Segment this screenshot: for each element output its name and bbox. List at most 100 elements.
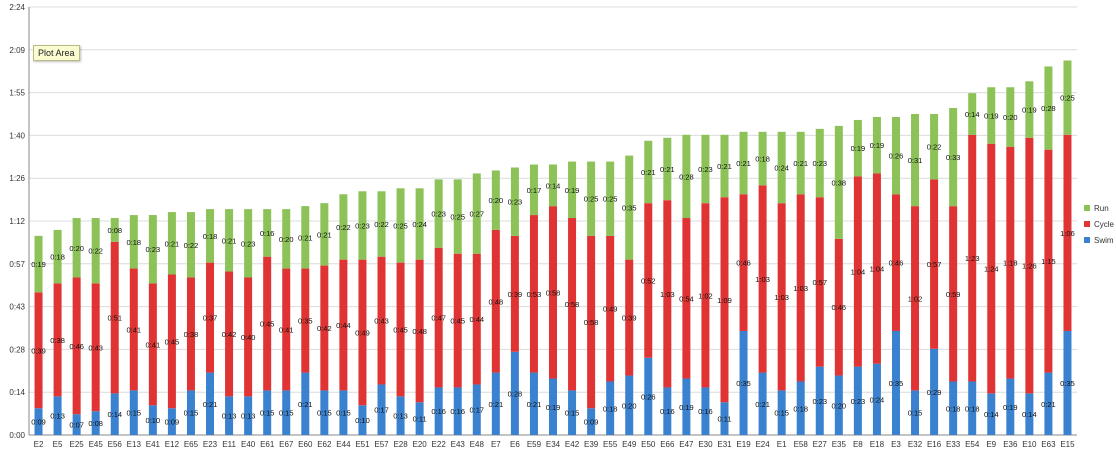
bar-swim: [34, 408, 43, 435]
bar-run: [453, 179, 462, 254]
bar-swim: [148, 405, 157, 435]
data-label: 0:21: [165, 239, 180, 248]
bar-cycle: [891, 194, 900, 331]
data-label: 1:06: [1060, 229, 1075, 238]
data-label: 1:03: [660, 290, 675, 299]
y-tick-label: 0:57: [9, 260, 25, 269]
bar-cycle: [758, 185, 767, 373]
x-tick-label: E7: [491, 440, 501, 449]
bar-run: [415, 188, 424, 260]
x-tick-label: E60: [298, 440, 313, 449]
x-tick-label: E11: [222, 440, 236, 449]
bar-run: [358, 191, 367, 260]
data-label: 0:57: [812, 278, 827, 287]
data-label: 0:24: [412, 220, 427, 229]
bar-cycle: [796, 194, 805, 382]
bar-cycle: [453, 253, 462, 388]
bar-swim: [129, 390, 138, 435]
data-label: 0:17: [374, 406, 389, 415]
data-label: 0:21: [298, 400, 313, 409]
data-label: 0:15: [279, 409, 294, 418]
bar-swim: [110, 393, 119, 435]
bar-cycle: [720, 197, 729, 403]
bar-swim: [225, 396, 234, 435]
data-label: 0:14: [1022, 410, 1037, 419]
x-tick-label: E55: [603, 440, 618, 449]
bar-cycle: [777, 203, 786, 391]
data-label: 0:11: [413, 415, 427, 424]
data-label: 0:17: [527, 186, 542, 195]
bar-run: [815, 128, 824, 198]
data-label: 0:22: [927, 143, 942, 152]
bar-swim: [396, 396, 405, 435]
bar-cycle: [339, 259, 348, 391]
legend-swatch: [1084, 237, 1090, 243]
bar-cycle: [949, 206, 958, 382]
data-label: 0:35: [736, 379, 751, 388]
data-label: 1:04: [870, 265, 885, 274]
bar-run: [129, 215, 138, 269]
bar-run: [701, 134, 710, 204]
data-label: 0:21: [222, 236, 237, 245]
bar-cycle: [1006, 146, 1015, 379]
x-tick-label: E44: [336, 440, 351, 449]
data-label: 0:16: [450, 407, 465, 416]
data-label: 0:25: [603, 195, 618, 204]
x-tick-label: E10: [1022, 440, 1037, 449]
bar-swim: [625, 375, 634, 435]
bar-run: [834, 125, 843, 239]
bar-cycle: [301, 268, 310, 373]
bar-swim: [491, 372, 500, 435]
bar-run: [434, 179, 443, 248]
x-tick-label: E43: [451, 440, 466, 449]
bar-swim: [872, 363, 881, 435]
bar-swim: [510, 351, 519, 435]
data-label: 0:28: [1041, 104, 1056, 113]
data-label: 0:46: [69, 342, 84, 351]
data-label: 0:16: [698, 407, 713, 416]
bar-cycle: [568, 218, 577, 391]
bar-swim: [891, 330, 900, 435]
bar-run: [1006, 87, 1015, 147]
data-label: 0:17: [469, 406, 484, 415]
bar-swim: [911, 390, 920, 435]
data-label: 0:13: [222, 412, 237, 421]
data-label: 0:58: [546, 288, 561, 297]
data-label: 0:23: [355, 221, 370, 230]
bar-run: [796, 131, 805, 195]
bar-swim: [282, 390, 291, 435]
x-tick-label: E5: [53, 440, 63, 449]
data-label: 0:21: [1041, 400, 1056, 409]
y-tick-label: 1:26: [9, 174, 25, 183]
data-label: 0:20: [622, 401, 637, 410]
legend-item: Run: [1094, 204, 1109, 213]
x-tick-label: E12: [165, 440, 180, 449]
data-label: 0:18: [126, 238, 141, 247]
bar-run: [148, 215, 157, 284]
data-label: 0:14: [965, 110, 980, 119]
data-label: 0:39: [622, 314, 637, 323]
bar-run: [777, 131, 786, 204]
data-label: 1:02: [908, 294, 923, 303]
x-tick-label: E66: [660, 440, 675, 449]
bar-swim: [548, 378, 558, 435]
bar-cycle: [225, 271, 234, 397]
data-label: 0:20: [832, 401, 847, 410]
bar-cycle: [186, 277, 195, 391]
bar-run: [968, 93, 977, 135]
data-label: 0:19: [984, 111, 999, 120]
data-label: 0:07: [69, 421, 84, 430]
data-label: 0:47: [431, 314, 446, 323]
data-label: 0:20: [1003, 113, 1018, 122]
bar-cycle: [34, 292, 43, 409]
data-label: 0:22: [336, 223, 351, 232]
legend-swatch: [1084, 221, 1090, 227]
data-label: 0:15: [317, 409, 332, 418]
bar-cycle: [358, 259, 367, 406]
bar-swim: [72, 414, 81, 435]
data-label: 0:28: [508, 389, 523, 398]
x-tick-label: E15: [1060, 440, 1075, 449]
bar-run: [663, 137, 672, 201]
data-label: 0:14: [984, 410, 999, 419]
bar-cycle: [987, 143, 996, 394]
